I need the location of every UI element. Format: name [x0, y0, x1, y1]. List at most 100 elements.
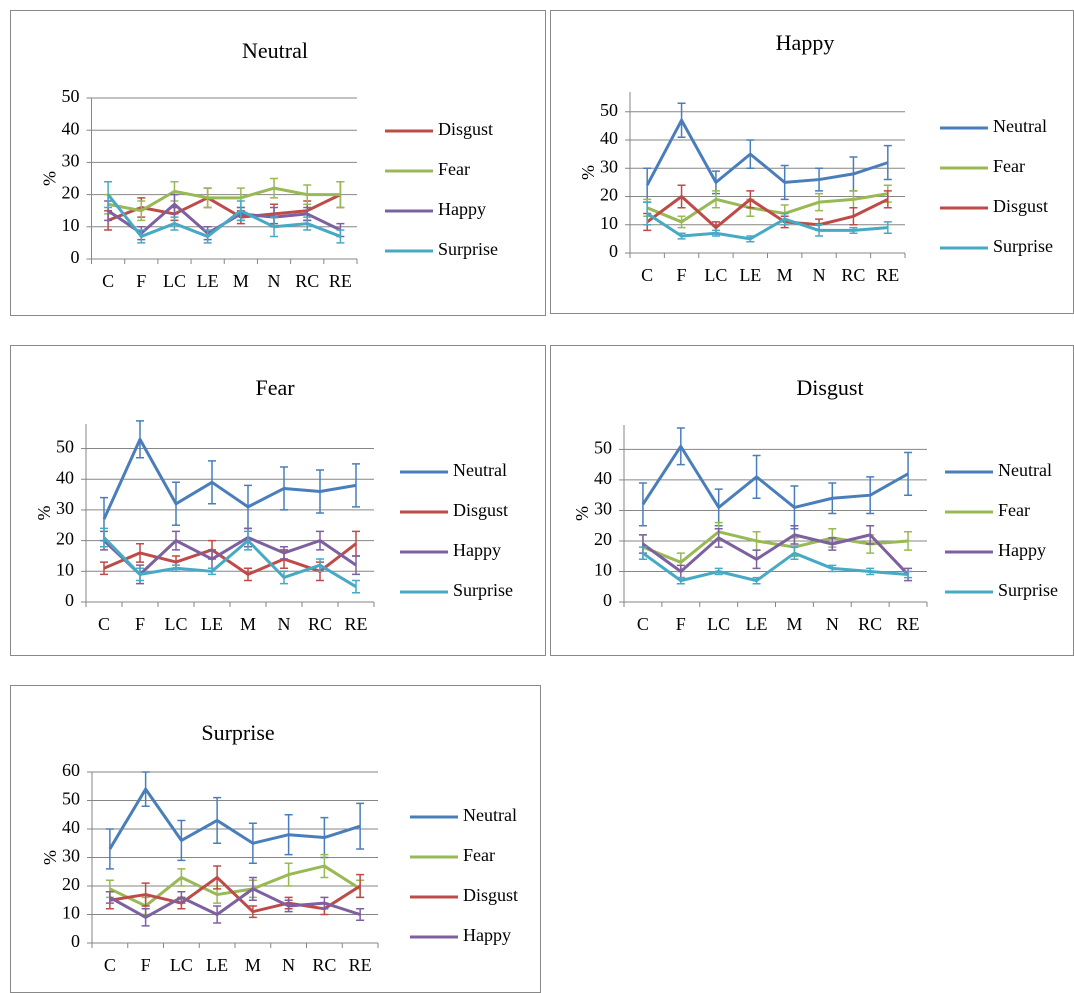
error-bar — [248, 905, 257, 919]
legend-label: Neutral — [463, 805, 517, 825]
x-tick-label: C — [637, 614, 649, 634]
error-bar — [104, 180, 113, 209]
error-bar — [352, 555, 360, 576]
x-tick-label: RC — [858, 614, 882, 634]
error-bar — [320, 853, 329, 879]
y-tick-label: 10 — [62, 215, 80, 235]
series-line — [109, 875, 361, 914]
series-line — [641, 444, 909, 509]
y-tick-label: 0 — [609, 241, 618, 261]
legend-label: Neutral — [453, 460, 507, 480]
legend-label: Surprise — [998, 580, 1058, 600]
y-tick-label: 0 — [603, 590, 612, 610]
y-tick-label: 40 — [62, 817, 80, 837]
error-bar — [270, 177, 279, 199]
x-tick-label: RC — [312, 955, 336, 975]
y-tick-label: 40 — [600, 128, 618, 148]
error-bar — [904, 570, 913, 579]
x-tick-label: RE — [876, 265, 899, 285]
x-tick-label: LC — [707, 614, 730, 634]
error-bar — [714, 567, 723, 576]
legend-label: Disgust — [453, 500, 508, 520]
error-bar — [208, 567, 216, 576]
y-tick-label: 40 — [62, 118, 80, 138]
legend-label: Happy — [998, 540, 1046, 560]
x-tick-label: RE — [349, 955, 372, 975]
series-line — [646, 212, 888, 241]
x-tick-label: M — [786, 614, 802, 634]
y-tick-label: 30 — [62, 846, 80, 866]
error-bar — [883, 190, 892, 209]
x-tick-label: LE — [201, 614, 223, 634]
error-bar — [280, 546, 288, 560]
error-bar — [790, 546, 799, 561]
y-tick-label: 30 — [594, 499, 612, 519]
error-bar — [141, 771, 150, 807]
error-bar — [320, 896, 329, 910]
x-tick-label: LE — [197, 271, 219, 291]
error-bar — [213, 796, 222, 844]
series-line — [642, 551, 909, 583]
series-line — [107, 186, 341, 213]
x-tick-label: LC — [704, 265, 727, 285]
y-axis-label: % — [572, 506, 592, 521]
y-tick-label: 0 — [65, 590, 74, 610]
legend-label: Disgust — [463, 885, 518, 905]
error-bar — [244, 530, 252, 551]
error-bar — [904, 531, 913, 551]
y-tick-label: 30 — [56, 498, 74, 518]
legend-label: Disgust — [993, 196, 1048, 216]
error-bar — [284, 814, 293, 856]
legend-label: Surprise — [453, 580, 513, 600]
error-bar — [866, 476, 875, 515]
error-bar — [711, 190, 720, 209]
error-bar — [284, 899, 293, 913]
error-bar — [356, 802, 365, 850]
error-bar — [136, 567, 144, 582]
y-tick-label: 40 — [594, 468, 612, 488]
legend-label: Neutral — [993, 116, 1047, 136]
series-line — [645, 118, 889, 186]
error-bar — [172, 530, 180, 551]
y-tick-label: 10 — [594, 560, 612, 580]
legend-label: Neutral — [998, 460, 1052, 480]
x-tick-label: M — [777, 265, 793, 285]
y-axis-label: % — [578, 165, 598, 180]
error-bar — [676, 427, 685, 466]
error-bar — [203, 187, 212, 209]
error-bar — [172, 481, 180, 527]
x-tick-label: N — [813, 265, 826, 285]
error-bar — [270, 216, 279, 238]
error-bar — [303, 216, 312, 231]
series-line — [106, 193, 341, 238]
series-line — [102, 536, 357, 588]
error-bar — [677, 184, 686, 209]
y-tick-label: 20 — [62, 183, 80, 203]
error-bar — [244, 567, 252, 582]
x-tick-label: F — [677, 265, 687, 285]
x-tick-label: N — [278, 614, 291, 634]
error-bar — [177, 819, 186, 862]
error-bar — [203, 229, 212, 244]
legend-label: Fear — [438, 159, 470, 179]
x-tick-label: M — [245, 955, 261, 975]
error-bar — [170, 193, 179, 215]
error-bar — [643, 201, 652, 226]
x-tick-label: RC — [295, 271, 319, 291]
y-tick-label: 30 — [62, 151, 80, 171]
error-bar — [280, 570, 288, 585]
error-bar — [177, 868, 186, 887]
error-bar — [866, 524, 875, 545]
error-bar — [105, 828, 114, 870]
error-bar — [352, 463, 360, 508]
x-tick-label: F — [135, 614, 145, 634]
error-bar — [790, 524, 799, 545]
series-line — [108, 787, 361, 850]
y-tick-label: 20 — [600, 185, 618, 205]
error-bar — [815, 224, 824, 237]
error-bar — [638, 482, 647, 527]
series-line — [109, 864, 361, 908]
error-bar — [849, 226, 858, 234]
y-tick-label: 20 — [56, 529, 74, 549]
